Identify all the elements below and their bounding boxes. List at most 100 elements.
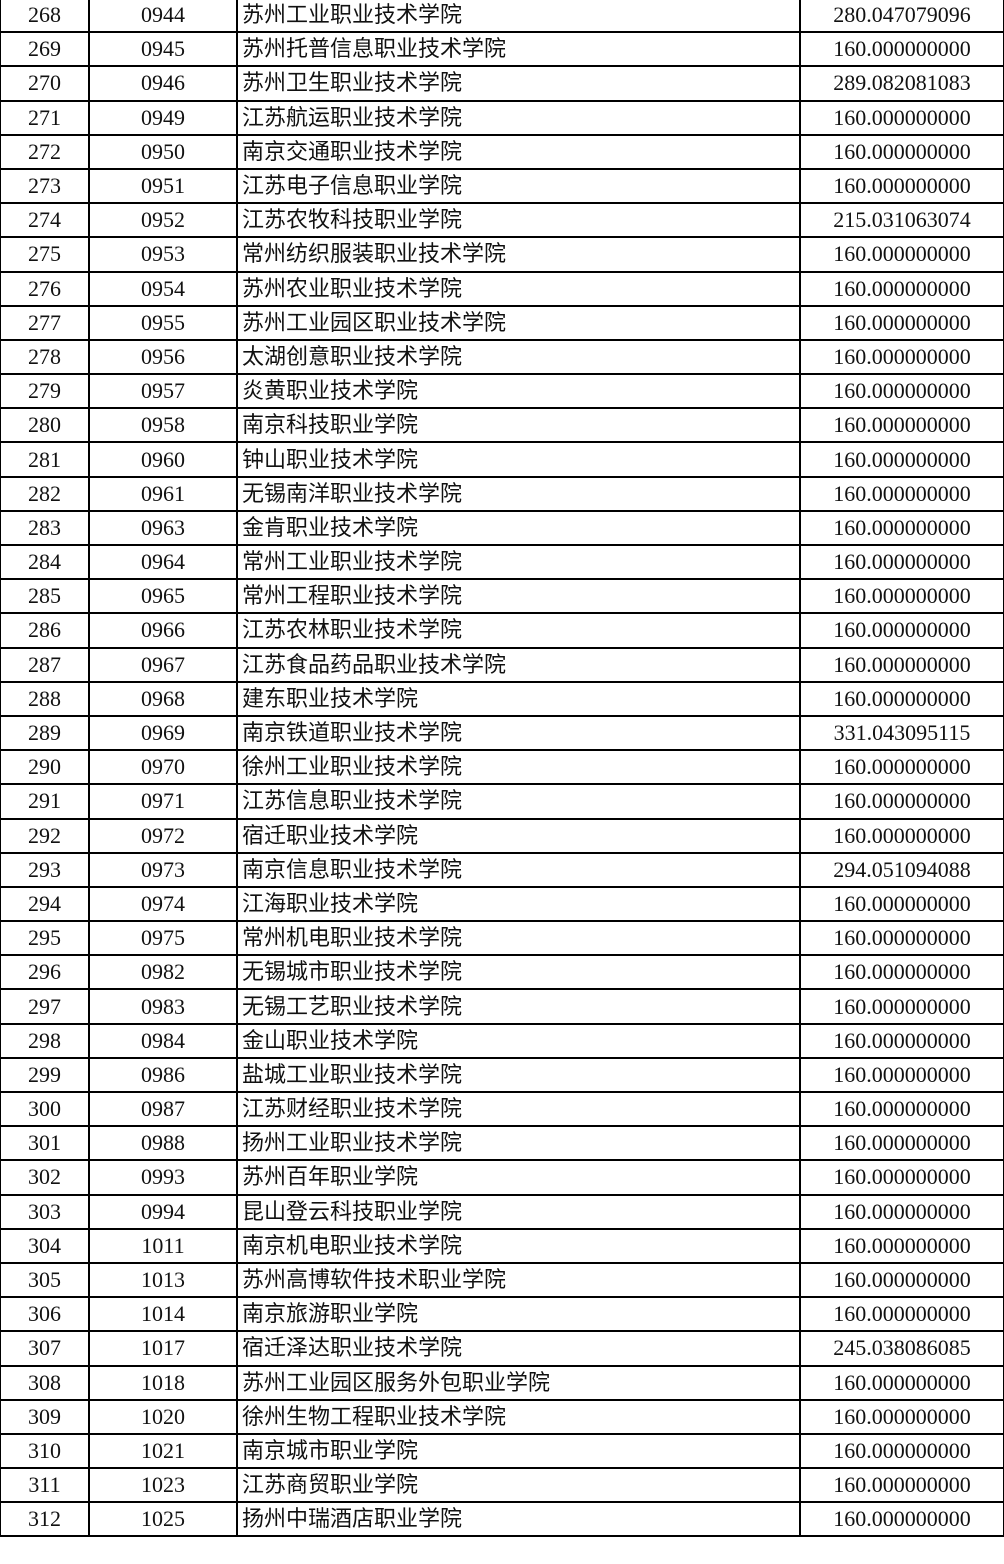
college-code: 1014 bbox=[88, 1296, 238, 1333]
college-code: 0986 bbox=[88, 1056, 238, 1094]
college-code: 0994 bbox=[88, 1193, 238, 1230]
row-index: 304 bbox=[0, 1227, 90, 1264]
college-code: 1011 bbox=[88, 1227, 238, 1264]
college-code: 0966 bbox=[88, 612, 238, 649]
row-index: 284 bbox=[0, 543, 90, 581]
college-name: 苏州卫生职业技术学院 bbox=[236, 65, 801, 102]
row-index: 269 bbox=[0, 31, 90, 68]
score-value: 294.051094088 bbox=[799, 851, 1004, 888]
table-row: 296 0982 无锡城市职业技术学院 160.000000000 bbox=[0, 954, 1004, 991]
college-name: 炎黄职业技术学院 bbox=[236, 373, 801, 410]
row-index: 275 bbox=[0, 236, 90, 273]
table-row: 280 0958 南京科技职业学院 160.000000000 bbox=[0, 407, 1004, 444]
college-code: 0969 bbox=[88, 714, 238, 752]
college-name: 盐城工业职业技术学院 bbox=[236, 1056, 801, 1094]
score-value: 160.000000000 bbox=[799, 646, 1004, 683]
college-name: 南京旅游职业学院 bbox=[236, 1296, 801, 1333]
table-row: 312 1025 扬州中瑞酒店职业学院 160.000000000 bbox=[0, 1501, 1004, 1538]
table-row: 269 0945 苏州托普信息职业技术学院 160.000000000 bbox=[0, 31, 1004, 68]
table-row: 310 1021 南京城市职业学院 160.000000000 bbox=[0, 1432, 1004, 1470]
college-code: 0946 bbox=[88, 65, 238, 102]
table-row: 273 0951 江苏电子信息职业学院 160.000000000 bbox=[0, 167, 1004, 205]
table-row: 281 0960 钟山职业技术学院 160.000000000 bbox=[0, 441, 1004, 478]
college-code: 1025 bbox=[88, 1501, 238, 1538]
college-code: 0987 bbox=[88, 1090, 238, 1128]
table-row: 288 0968 建东职业技术学院 160.000000000 bbox=[0, 680, 1004, 717]
table-row: 305 1013 苏州高博软件技术职业学院 160.000000000 bbox=[0, 1261, 1004, 1299]
row-index: 308 bbox=[0, 1364, 90, 1401]
college-code: 0958 bbox=[88, 407, 238, 444]
college-name: 苏州百年职业学院 bbox=[236, 1159, 801, 1196]
college-code: 0973 bbox=[88, 851, 238, 888]
college-code: 1023 bbox=[88, 1467, 238, 1504]
score-value: 160.000000000 bbox=[799, 680, 1004, 717]
table-row: 285 0965 常州工程职业技术学院 160.000000000 bbox=[0, 578, 1004, 615]
college-name: 江苏商贸职业学院 bbox=[236, 1467, 801, 1504]
table-row: 291 0971 江苏信息职业技术学院 160.000000000 bbox=[0, 783, 1004, 820]
college-code: 1018 bbox=[88, 1364, 238, 1401]
table-row: 276 0954 苏州农业职业技术学院 160.000000000 bbox=[0, 270, 1004, 307]
score-value: 215.031063074 bbox=[799, 202, 1004, 239]
college-code: 0967 bbox=[88, 646, 238, 683]
row-index: 268 bbox=[0, 0, 90, 34]
table-row: 311 1023 江苏商贸职业学院 160.000000000 bbox=[0, 1467, 1004, 1504]
score-value: 160.000000000 bbox=[799, 373, 1004, 410]
table-row: 302 0993 苏州百年职业学院 160.000000000 bbox=[0, 1159, 1004, 1196]
college-code: 0972 bbox=[88, 817, 238, 854]
college-code: 0984 bbox=[88, 1022, 238, 1059]
college-name: 南京铁道职业技术学院 bbox=[236, 714, 801, 752]
college-name: 昆山登云科技职业学院 bbox=[236, 1193, 801, 1230]
table-row: 294 0974 江海职业技术学院 160.000000000 bbox=[0, 885, 1004, 923]
score-value: 160.000000000 bbox=[799, 954, 1004, 991]
row-index: 302 bbox=[0, 1159, 90, 1196]
table-row: 301 0988 扬州工业职业技术学院 160.000000000 bbox=[0, 1125, 1004, 1162]
row-index: 279 bbox=[0, 373, 90, 410]
college-name: 常州纺织服装职业技术学院 bbox=[236, 236, 801, 273]
college-code: 1017 bbox=[88, 1330, 238, 1367]
score-value: 160.000000000 bbox=[799, 578, 1004, 615]
college-code: 0955 bbox=[88, 304, 238, 341]
college-name: 江苏财经职业技术学院 bbox=[236, 1090, 801, 1128]
table-row: 300 0987 江苏财经职业技术学院 160.000000000 bbox=[0, 1090, 1004, 1128]
college-name: 南京交通职业技术学院 bbox=[236, 133, 801, 170]
college-code: 0988 bbox=[88, 1125, 238, 1162]
score-value: 160.000000000 bbox=[799, 407, 1004, 444]
college-code: 1013 bbox=[88, 1261, 238, 1299]
row-index: 291 bbox=[0, 783, 90, 820]
row-index: 306 bbox=[0, 1296, 90, 1333]
row-index: 278 bbox=[0, 338, 90, 376]
score-value: 160.000000000 bbox=[799, 1227, 1004, 1264]
row-index: 281 bbox=[0, 441, 90, 478]
table-row: 289 0969 南京铁道职业技术学院 331.043095115 bbox=[0, 714, 1004, 752]
college-name: 无锡南洋职业技术学院 bbox=[236, 475, 801, 512]
row-index: 282 bbox=[0, 475, 90, 512]
college-code: 0971 bbox=[88, 783, 238, 820]
college-name: 江苏信息职业技术学院 bbox=[236, 783, 801, 820]
college-code: 0951 bbox=[88, 167, 238, 205]
score-value: 160.000000000 bbox=[799, 1193, 1004, 1230]
college-name: 扬州中瑞酒店职业学院 bbox=[236, 1501, 801, 1538]
college-name: 宿迁职业技术学院 bbox=[236, 817, 801, 854]
table-row: 308 1018 苏州工业园区服务外包职业学院 160.000000000 bbox=[0, 1364, 1004, 1401]
college-code: 1021 bbox=[88, 1432, 238, 1470]
college-name: 南京信息职业技术学院 bbox=[236, 851, 801, 888]
college-code: 1020 bbox=[88, 1398, 238, 1435]
college-name: 江苏食品药品职业技术学院 bbox=[236, 646, 801, 683]
score-value: 160.000000000 bbox=[799, 167, 1004, 205]
score-value: 289.082081083 bbox=[799, 65, 1004, 102]
college-name: 建东职业技术学院 bbox=[236, 680, 801, 717]
score-value: 160.000000000 bbox=[799, 1364, 1004, 1401]
score-value: 160.000000000 bbox=[799, 1501, 1004, 1538]
college-name: 江苏电子信息职业学院 bbox=[236, 167, 801, 205]
college-code: 0945 bbox=[88, 31, 238, 68]
score-value: 160.000000000 bbox=[799, 1296, 1004, 1333]
college-code: 0954 bbox=[88, 270, 238, 307]
college-name: 苏州农业职业技术学院 bbox=[236, 270, 801, 307]
score-value: 160.000000000 bbox=[799, 304, 1004, 341]
table-row: 277 0955 苏州工业园区职业技术学院 160.000000000 bbox=[0, 304, 1004, 341]
college-name: 钟山职业技术学院 bbox=[236, 441, 801, 478]
college-code: 0982 bbox=[88, 954, 238, 991]
college-name: 常州机电职业技术学院 bbox=[236, 920, 801, 957]
college-name: 苏州工业园区职业技术学院 bbox=[236, 304, 801, 341]
row-index: 288 bbox=[0, 680, 90, 717]
